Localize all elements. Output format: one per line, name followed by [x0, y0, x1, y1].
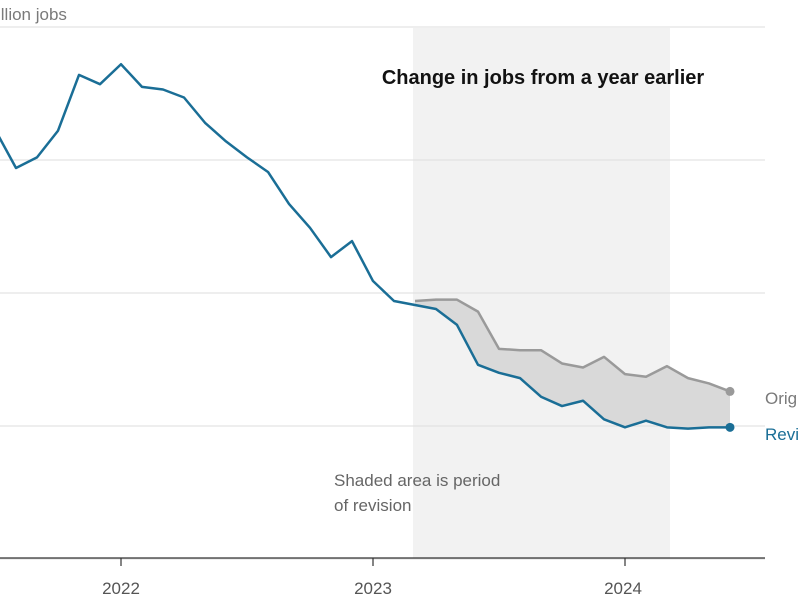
- unit-label: illion jobs: [0, 5, 67, 24]
- legend-label-original: Orig: [765, 389, 797, 408]
- legend-label-revised: Revi: [765, 425, 799, 444]
- x-axis-ticks: [120, 558, 626, 566]
- end-point-revised: [725, 422, 735, 432]
- gridlines: [0, 26, 765, 560]
- series-line-revised: [0, 62, 730, 430]
- revision-difference-band: [415, 299, 730, 429]
- annotation-line-2: of revision: [334, 496, 411, 515]
- series-line-original: [414, 298, 731, 393]
- annotation-line-1: Shaded area is period: [334, 471, 500, 490]
- x-tick-label-2023: 2023: [354, 579, 392, 598]
- end-point-original: [725, 386, 735, 396]
- chart-title: Change in jobs from a year earlier: [382, 67, 705, 89]
- x-tick-label-2022: 2022: [102, 579, 140, 598]
- x-tick-label-2024: 2024: [604, 579, 642, 598]
